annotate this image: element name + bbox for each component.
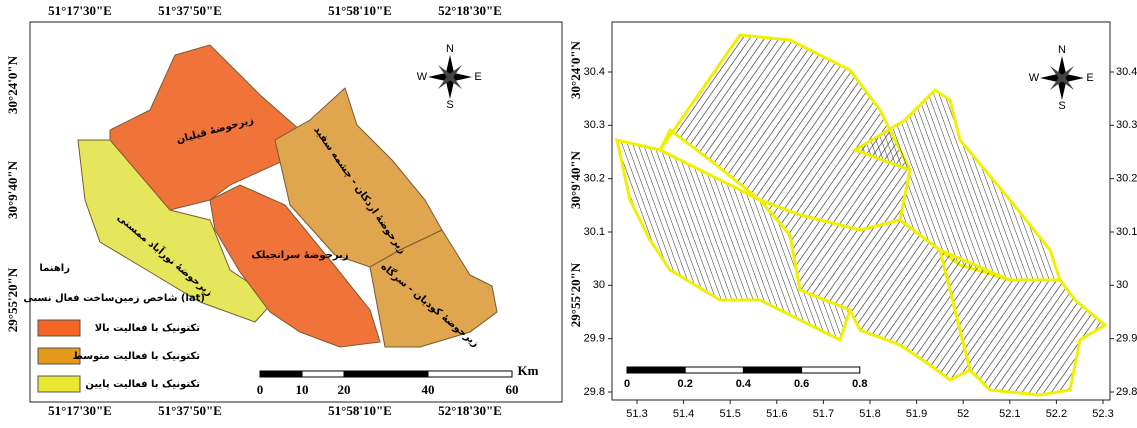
left-label: 30°24'0"N bbox=[5, 55, 20, 114]
top-label: 51°37'50"E bbox=[158, 3, 222, 18]
right-label: 30°9'40"N bbox=[568, 150, 583, 209]
compass-n: N bbox=[1058, 44, 1066, 56]
left-label: 29°55'20"N bbox=[5, 267, 20, 332]
scale-label: 0.6 bbox=[794, 378, 809, 390]
right-label: 29°55'20"N bbox=[568, 262, 583, 327]
x-tick-label: 51.4 bbox=[673, 408, 694, 420]
y-tick-label: 29.9 bbox=[584, 333, 605, 345]
scale-segment bbox=[743, 367, 801, 373]
y2-tick-label: 30.2 bbox=[1116, 173, 1137, 185]
bottom-label: 51°58'10"E bbox=[328, 403, 392, 418]
x-tick-label: 51.8 bbox=[859, 408, 880, 420]
y-tick-label: 30 bbox=[593, 279, 605, 291]
scale-label: 40 bbox=[422, 382, 435, 397]
legend-label: تکتونیک با فعالیت پایین bbox=[85, 379, 200, 390]
y2-tick-label: 30.4 bbox=[1116, 66, 1137, 78]
y2-tick-label: 30.1 bbox=[1116, 226, 1137, 238]
scale-label: 0.4 bbox=[736, 378, 752, 390]
x-tick-label: 51.6 bbox=[766, 408, 787, 420]
scale-label: 0.8 bbox=[852, 378, 867, 390]
compass-n: N bbox=[446, 43, 454, 55]
compass-s: S bbox=[1058, 100, 1065, 112]
top-label: 52°18'30"E bbox=[438, 3, 502, 18]
y-tick-label: 30.4 bbox=[584, 66, 605, 78]
scale-segment bbox=[344, 371, 428, 377]
y2-tick-label: 29.9 bbox=[1116, 333, 1137, 345]
legend-swatch bbox=[38, 376, 80, 392]
y-tick-label: 30.2 bbox=[584, 173, 605, 185]
bottom-label: 51°17'30"E bbox=[48, 403, 112, 418]
scale-label: 60 bbox=[506, 382, 519, 397]
scale-segment bbox=[302, 371, 344, 377]
right-label: 30°24'0"N bbox=[568, 40, 583, 99]
scale-segment bbox=[428, 371, 512, 377]
x-tick-label: 51.9 bbox=[906, 408, 927, 420]
scale-segment bbox=[627, 367, 685, 373]
scale-segment bbox=[685, 367, 743, 373]
compass-s: S bbox=[446, 99, 453, 111]
compass-w: W bbox=[1029, 72, 1040, 84]
legend-subtitle: شاخص زمین‌ساخت فعال نسبی (lat) bbox=[23, 293, 205, 304]
figure: 51°17'30"E 51°37'50"E 51°58'10"E 52°18'30"E… bbox=[0, 0, 1137, 423]
left-label: 30°9'40"N bbox=[5, 160, 20, 219]
legend-label: تکتونیک با فعالیت بالا bbox=[95, 323, 201, 334]
x-tick-label: 52.3 bbox=[1092, 408, 1113, 420]
scale-label: 0 bbox=[624, 378, 630, 390]
x-tick-label: 51.7 bbox=[813, 408, 834, 420]
y2-tick-label: 29.8 bbox=[1116, 386, 1137, 398]
scale-segment bbox=[802, 367, 860, 373]
scale-label: 10 bbox=[296, 382, 309, 397]
y2-tick-label: 30.3 bbox=[1116, 119, 1137, 131]
top-label: 51°17'30"E bbox=[48, 3, 112, 18]
compass-e: E bbox=[1086, 72, 1093, 84]
legend-title: راهنما bbox=[39, 263, 70, 274]
scale-label: 20 bbox=[338, 382, 351, 397]
legend-label: تکتونیک با فعالیت متوسط bbox=[73, 351, 201, 362]
bottom-label: 51°37'50"E bbox=[158, 403, 222, 418]
compass-e: E bbox=[474, 71, 481, 83]
scale-label: 0 bbox=[257, 382, 264, 397]
top-label: 51°58'10"E bbox=[328, 3, 392, 18]
bottom-label: 52°18'30"E bbox=[438, 403, 502, 418]
region-label: زیرحوضهٔ سرانجیلک bbox=[251, 250, 349, 261]
x-tick-label: 51.5 bbox=[719, 408, 740, 420]
scale-unit: Km bbox=[518, 363, 539, 378]
scale-label: 0.2 bbox=[678, 378, 693, 390]
x-tick-label: 52 bbox=[957, 408, 969, 420]
legend-swatch bbox=[38, 320, 80, 336]
y-tick-label: 30.1 bbox=[584, 226, 605, 238]
x-tick-label: 51.3 bbox=[626, 408, 647, 420]
x-tick-label: 52.2 bbox=[1046, 408, 1067, 420]
y-tick-label: 29.8 bbox=[584, 386, 605, 398]
y-tick-label: 30.3 bbox=[584, 119, 605, 131]
x-tick-label: 52.1 bbox=[999, 408, 1020, 420]
compass-w: W bbox=[417, 71, 428, 83]
scale-segment bbox=[260, 371, 302, 377]
y2-tick-label: 30 bbox=[1116, 279, 1128, 291]
